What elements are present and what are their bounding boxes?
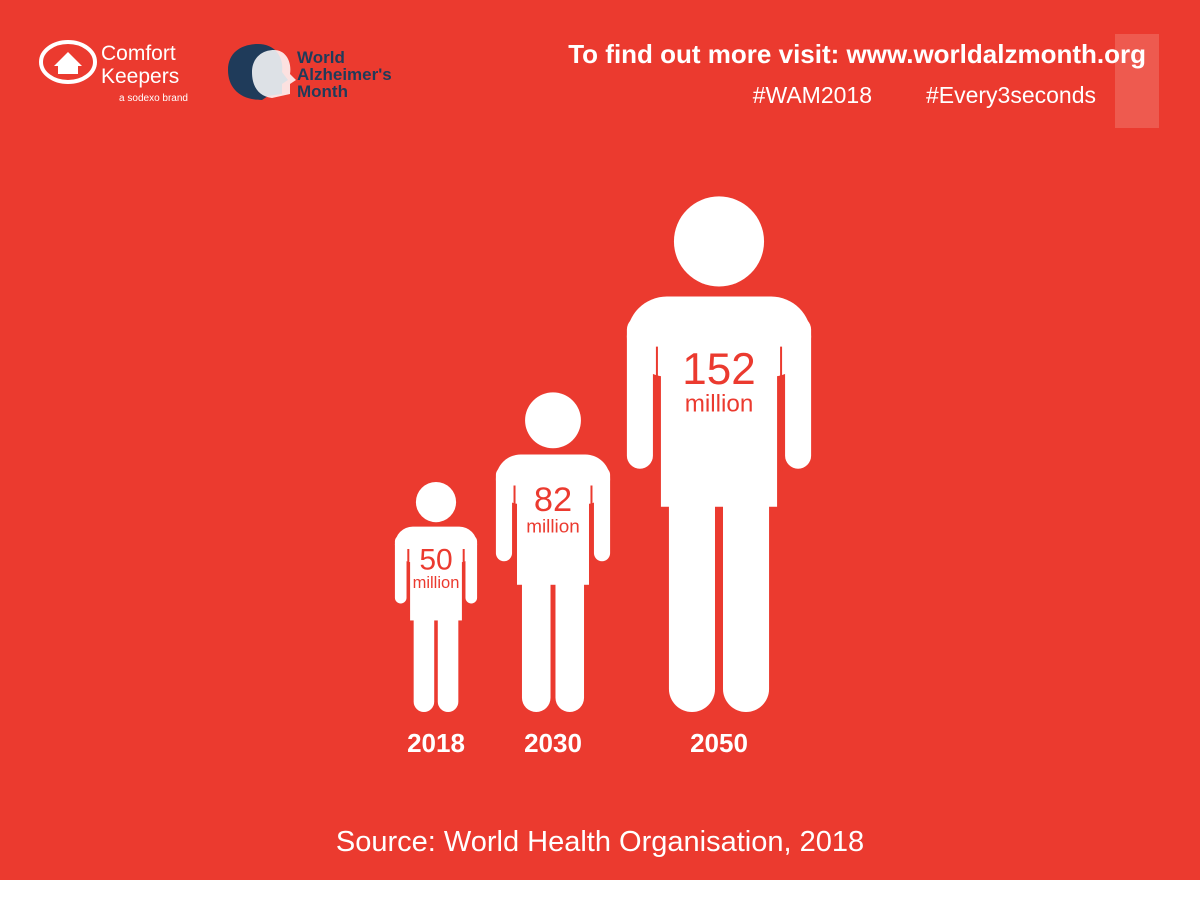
figure-head xyxy=(525,392,581,449)
figure-part xyxy=(723,476,770,712)
panel-shade xyxy=(1115,34,1159,128)
unit-label: million xyxy=(685,390,754,417)
figure-part xyxy=(668,476,715,712)
partner-text: Alzheimer's xyxy=(297,65,392,84)
person-figure xyxy=(495,392,611,712)
background xyxy=(0,0,1200,880)
figure-part xyxy=(437,607,459,712)
unit-label: million xyxy=(413,574,460,592)
brand-tagline: a sodexo brand xyxy=(119,93,188,104)
brand-text: Comfort xyxy=(101,42,176,65)
logo-house xyxy=(54,52,82,74)
value-label: 82 xyxy=(534,481,572,519)
partner-text: World xyxy=(297,48,345,67)
source: Source: World Health Organisation, 2018 xyxy=(336,826,864,858)
figure-part xyxy=(555,566,585,712)
figure-head xyxy=(673,196,765,287)
figure-part xyxy=(521,566,551,712)
partner-text: Month xyxy=(297,82,348,101)
value-label: 152 xyxy=(682,345,755,394)
figure-part xyxy=(660,306,778,507)
person-figure xyxy=(626,196,812,712)
brand-text: Keepers xyxy=(101,65,179,88)
figure-part xyxy=(495,466,513,562)
figure-part xyxy=(413,607,435,712)
logo-ring xyxy=(39,40,97,84)
hashtag: #WAM2018 xyxy=(753,82,872,108)
person-figure xyxy=(394,482,478,712)
unit-label: million xyxy=(526,517,580,538)
figure-part xyxy=(593,466,611,562)
year-label: 2050 xyxy=(690,728,748,758)
figure-part xyxy=(785,316,812,469)
figure-part xyxy=(410,531,462,621)
figure-part xyxy=(626,316,653,469)
figure-part xyxy=(394,535,407,604)
year-label: 2018 xyxy=(407,728,465,758)
figure-part xyxy=(465,535,478,604)
visit-text: To find out more visit: www.worldalzmont… xyxy=(568,39,1146,69)
figure-head xyxy=(415,482,457,523)
partner-head xyxy=(252,50,296,98)
value-label: 50 xyxy=(419,543,452,576)
year-label: 2030 xyxy=(524,728,582,758)
hashtag: #Every3seconds xyxy=(926,82,1096,108)
figure-part xyxy=(517,460,589,585)
